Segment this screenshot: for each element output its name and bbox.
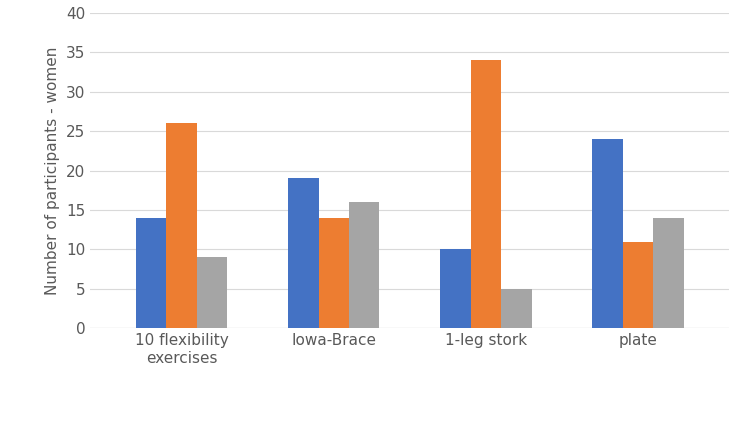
- Y-axis label: Number of participants - women: Number of participants - women: [45, 46, 60, 295]
- Bar: [288, 179, 319, 328]
- Bar: [593, 139, 623, 328]
- Bar: [653, 218, 684, 328]
- Bar: [440, 249, 471, 328]
- Bar: [319, 218, 349, 328]
- Bar: [501, 289, 532, 328]
- Bar: [349, 202, 380, 328]
- Bar: [166, 123, 197, 328]
- Bar: [623, 242, 653, 328]
- Bar: [471, 60, 501, 328]
- Bar: [197, 257, 227, 328]
- Bar: [136, 218, 166, 328]
